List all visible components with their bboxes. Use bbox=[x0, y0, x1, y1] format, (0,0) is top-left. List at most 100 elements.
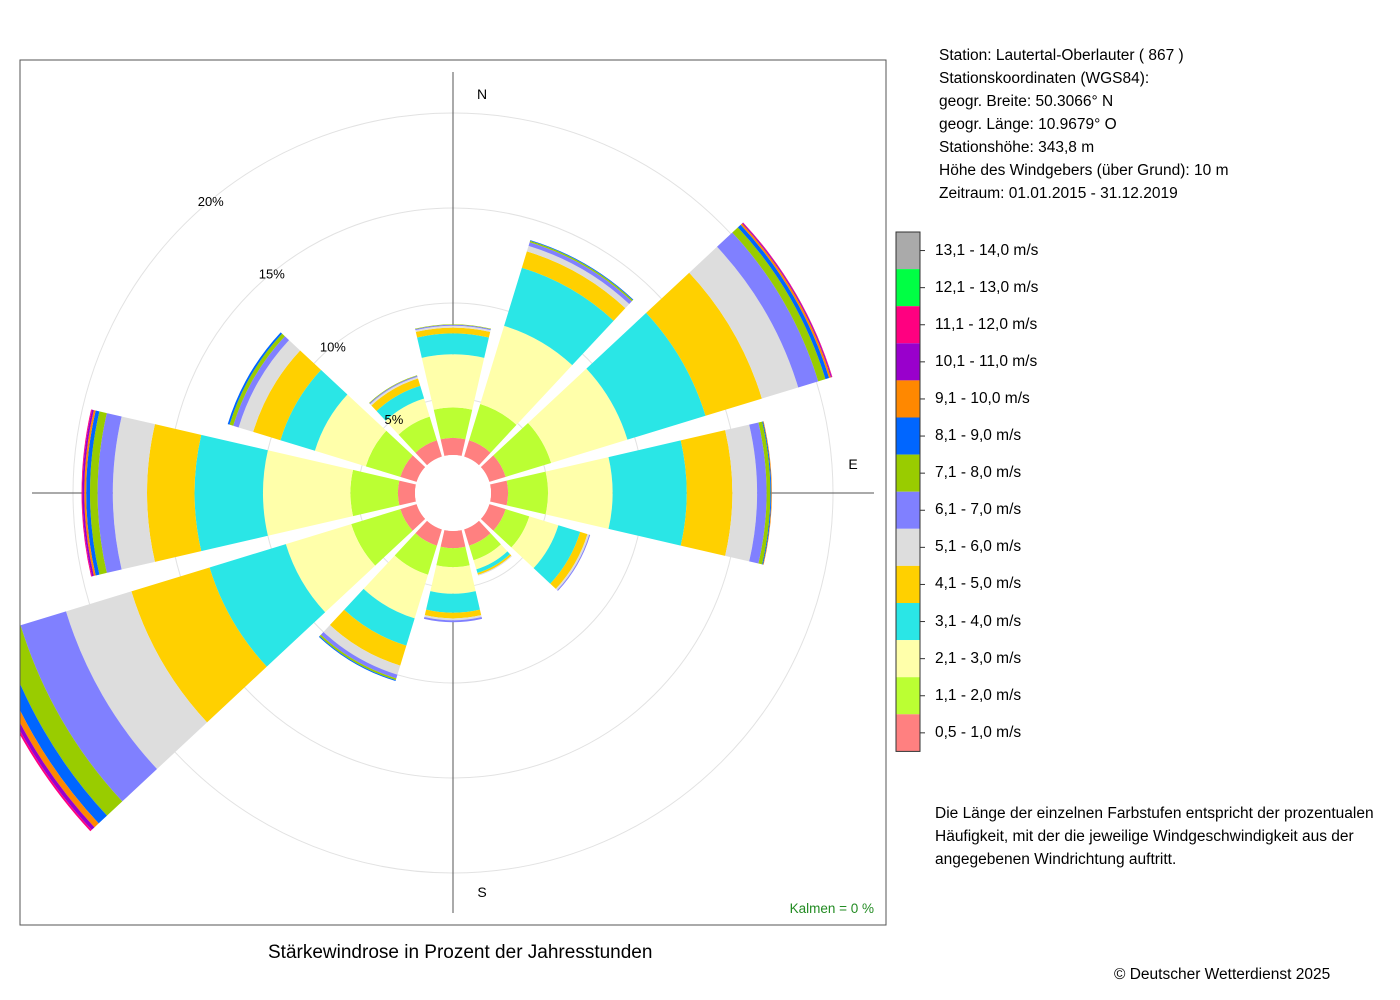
period: Zeitraum: 01.01.2015 - 31.12.2019 bbox=[939, 185, 1178, 202]
sector-band bbox=[385, 398, 430, 435]
legend-label: 6,1 - 7,0 m/s bbox=[935, 501, 1022, 519]
center-hole bbox=[415, 455, 491, 531]
sector-band bbox=[469, 533, 501, 561]
sector-band bbox=[86, 410, 100, 576]
note-line-1: Die Länge der einzelnen Farbstufen entsp… bbox=[935, 805, 1374, 822]
explanation-note: Die Länge der einzelnen Farbstufen entsp… bbox=[935, 802, 1390, 871]
note-line-2: Häufigkeit, mit der die jeweilige Windge… bbox=[935, 828, 1354, 845]
sector-band bbox=[398, 416, 437, 453]
sector-band bbox=[732, 227, 826, 382]
sector-270 bbox=[81, 409, 416, 577]
sector-band bbox=[762, 421, 772, 565]
sector-band bbox=[253, 350, 321, 441]
sector-0 bbox=[415, 324, 491, 456]
station-name: Station: Lautertal-Oberlauter ( 867 ) bbox=[939, 47, 1184, 64]
legend-swatch bbox=[896, 454, 920, 492]
legend-swatch bbox=[896, 528, 920, 566]
sector-band bbox=[480, 455, 506, 482]
legend-swatch bbox=[896, 306, 920, 344]
sector-band bbox=[238, 340, 301, 432]
sector-band bbox=[84, 410, 96, 576]
legend-swatch bbox=[896, 603, 920, 641]
longitude: geogr. Länge: 10.9679° O bbox=[939, 116, 1117, 133]
legend-swatch bbox=[896, 491, 920, 529]
station-info: Station: Lautertal-Oberlauter ( 867 ) St… bbox=[939, 44, 1228, 205]
sector-band bbox=[430, 565, 476, 594]
sector-30 bbox=[464, 240, 634, 466]
sector-band bbox=[725, 424, 757, 562]
sector-band bbox=[545, 457, 613, 529]
sector-band bbox=[20, 625, 123, 816]
sector-band bbox=[440, 530, 466, 549]
sector-band bbox=[20, 722, 95, 830]
sector-band bbox=[493, 509, 530, 548]
sector-150 bbox=[464, 520, 512, 576]
sector-band bbox=[65, 591, 208, 770]
sector-band bbox=[81, 409, 92, 577]
sector-band bbox=[480, 325, 573, 425]
sector-band bbox=[717, 232, 819, 388]
sector-band bbox=[82, 409, 94, 577]
legend-swatch bbox=[896, 380, 920, 418]
sector-band bbox=[415, 325, 491, 332]
chart-title: Stärkewindrose in Prozent der Jahresstun… bbox=[268, 942, 653, 963]
legend-swatch bbox=[896, 269, 920, 307]
sector-band bbox=[480, 504, 506, 531]
sector-band bbox=[511, 516, 559, 569]
legend-swatch bbox=[896, 343, 920, 381]
sector-band bbox=[763, 421, 772, 565]
legend-label: 10,1 - 11,0 m/s bbox=[935, 352, 1038, 370]
legend-swatch bbox=[896, 232, 920, 270]
sector-band bbox=[285, 524, 376, 613]
radial-tick-label: 10% bbox=[320, 339, 346, 354]
sector-band bbox=[646, 272, 762, 416]
sector-band bbox=[424, 609, 482, 619]
sector-band bbox=[112, 416, 155, 570]
sector-90 bbox=[490, 421, 772, 565]
sector-band bbox=[229, 333, 285, 426]
sector-band bbox=[351, 509, 413, 566]
legend-label: 3,1 - 4,0 m/s bbox=[935, 612, 1022, 630]
legend-label: 11,1 - 12,0 m/s bbox=[935, 315, 1038, 333]
sector-band bbox=[426, 591, 480, 613]
radial-tick-label: 5% bbox=[385, 412, 404, 427]
sector-band bbox=[415, 324, 491, 330]
sector-band bbox=[415, 520, 442, 546]
calm-label: Kalmen = 0 % bbox=[790, 901, 874, 916]
sector-band bbox=[20, 710, 99, 828]
sector-band bbox=[194, 434, 268, 552]
sector-band bbox=[397, 480, 416, 506]
sector-band bbox=[323, 625, 401, 675]
sector-band bbox=[371, 378, 421, 412]
sector-band bbox=[400, 504, 426, 531]
sector-240 bbox=[20, 504, 426, 832]
sector-band bbox=[280, 369, 348, 451]
sector-band bbox=[147, 424, 202, 562]
sector-band bbox=[344, 588, 415, 646]
sector-band bbox=[415, 440, 442, 466]
legend-swatch bbox=[896, 640, 920, 678]
sensor-height: Höhe des Windgebers (über Grund): 10 m bbox=[939, 162, 1229, 179]
sector-band bbox=[758, 421, 771, 565]
sector-band bbox=[749, 422, 767, 564]
sector-band bbox=[424, 615, 482, 621]
sector-band bbox=[415, 324, 491, 331]
radial-tick-labels: 5% 10% 15% 20% bbox=[198, 194, 404, 427]
legend-label: 2,1 - 3,0 m/s bbox=[935, 649, 1022, 667]
sector-band bbox=[423, 617, 483, 623]
sector-band bbox=[464, 440, 491, 466]
sector-band bbox=[263, 450, 354, 536]
sector-band bbox=[477, 555, 512, 576]
sector-band bbox=[473, 544, 508, 570]
plot-frame bbox=[19, 59, 887, 926]
legend-label: 1,1 - 2,0 m/s bbox=[935, 686, 1022, 704]
sector-band bbox=[533, 525, 581, 584]
sector-band bbox=[329, 609, 407, 666]
sector-band bbox=[464, 520, 491, 546]
copyright: © Deutscher Wetterdienst 2025 bbox=[1114, 966, 1331, 983]
sector-band bbox=[320, 631, 398, 679]
wind-sectors bbox=[20, 222, 833, 832]
sector-band bbox=[477, 554, 512, 575]
coordinates-title: Stationskoordinaten (WGS84): bbox=[939, 70, 1150, 87]
sector-band bbox=[376, 385, 425, 421]
